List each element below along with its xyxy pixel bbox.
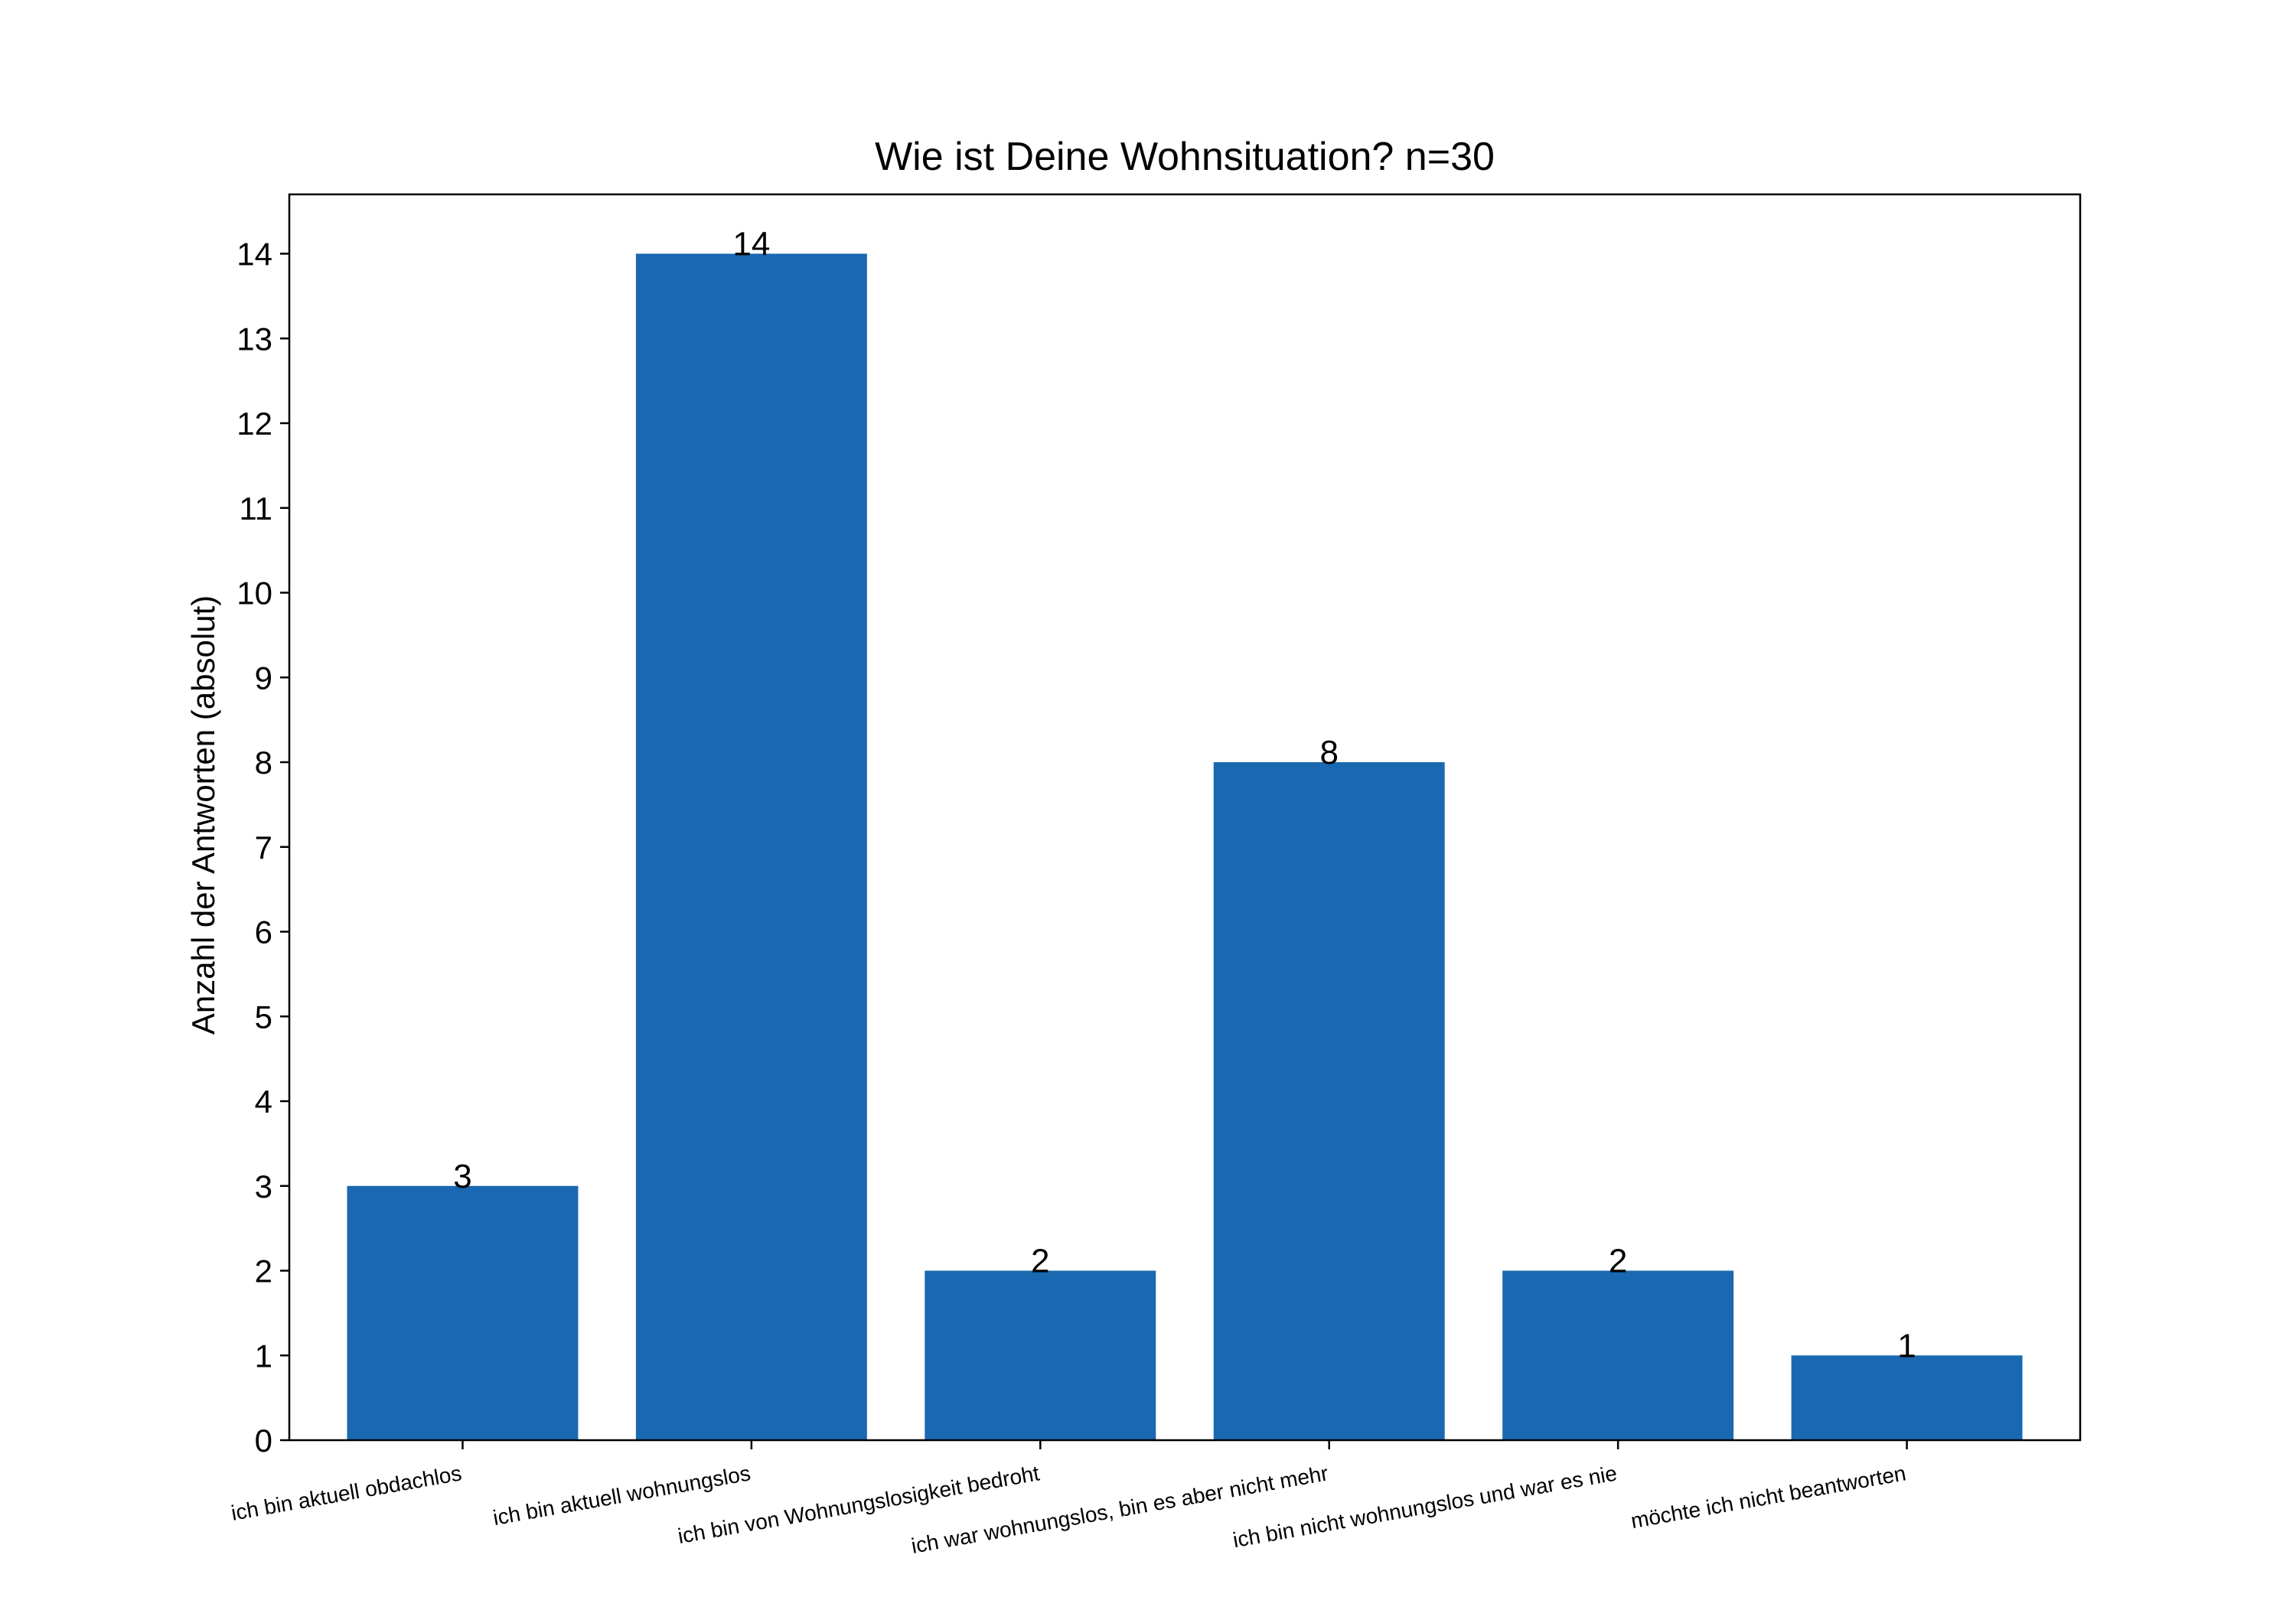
chart-title: Wie ist Deine Wohnsituation? n=30 <box>875 135 1495 179</box>
bar-5 <box>1791 1355 2023 1440</box>
bar-4 <box>1502 1270 1734 1440</box>
y-tick-label-1: 1 <box>255 1338 272 1374</box>
bar-3 <box>1213 762 1445 1440</box>
y-axis-label: Anzahl der Antworten (absolut) <box>185 595 221 1035</box>
bar-0 <box>347 1185 579 1440</box>
y-tick-label-13: 13 <box>236 321 272 357</box>
y-tick-label-5: 5 <box>255 999 272 1035</box>
y-tick-label-3: 3 <box>255 1169 272 1204</box>
y-tick-label-8: 8 <box>255 745 272 781</box>
data-label-5: 1 <box>1897 1327 1916 1364</box>
y-tick-label-11: 11 <box>239 491 272 526</box>
y-tick-label-12: 12 <box>236 406 272 442</box>
data-label-4: 2 <box>1609 1243 1627 1280</box>
x-tick-label-5: möchte ich nicht beantworten <box>1629 1461 1908 1533</box>
x-axis-ticks: ich bin aktuell obdachlos ich bin aktuell… <box>230 1440 1908 1558</box>
data-label-3: 8 <box>1319 734 1338 771</box>
y-tick-label-4: 4 <box>255 1084 272 1120</box>
y-tick-label-0: 0 <box>255 1423 272 1459</box>
y-tick-label-2: 2 <box>255 1253 272 1289</box>
data-label-1: 14 <box>732 226 770 263</box>
bar-1 <box>635 253 867 1440</box>
plot-frame <box>288 193 2082 1442</box>
data-label-0: 3 <box>453 1158 471 1195</box>
y-tick-label-7: 7 <box>255 830 272 865</box>
data-label-2: 2 <box>1031 1243 1049 1280</box>
bars-group <box>347 253 2023 1440</box>
y-tick-label-6: 6 <box>255 914 272 950</box>
y-tick-label-10: 10 <box>236 575 272 611</box>
y-tick-label-14: 14 <box>236 236 272 272</box>
data-labels-group: 3 14 2 8 2 1 <box>453 226 1916 1365</box>
bar-2 <box>925 1270 1156 1440</box>
x-tick-label-0: ich bin aktuell obdachlos <box>230 1461 464 1525</box>
y-tick-label-9: 9 <box>255 660 272 696</box>
